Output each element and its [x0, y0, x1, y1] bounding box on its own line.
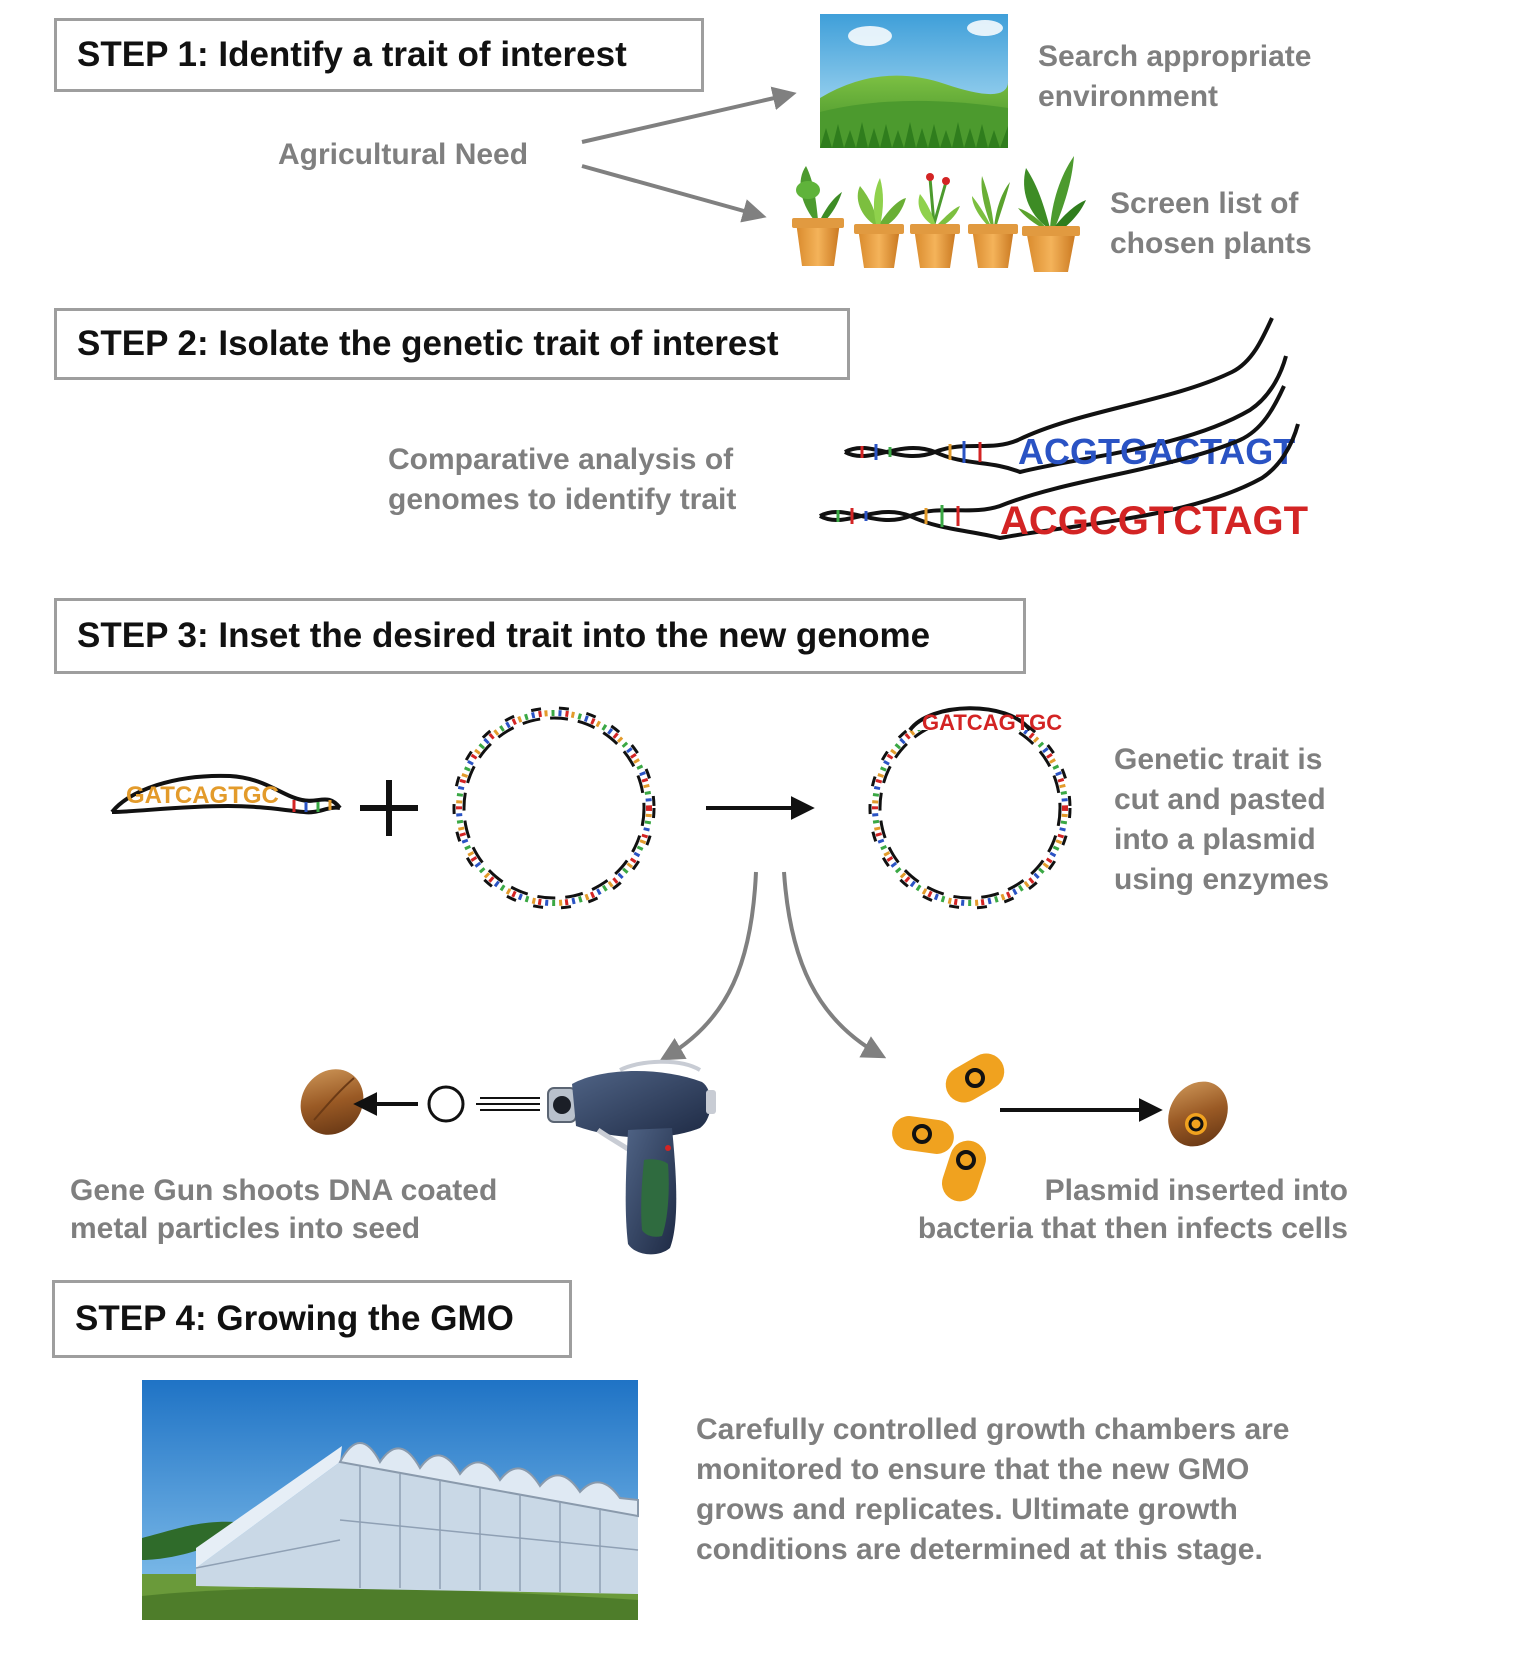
svg-text:GATCAGTGC: GATCAGTGC: [126, 782, 279, 809]
bacteria-description-label: Plasmid inserted into bacteria that then…: [917, 1174, 1348, 1245]
step2-title-box: STEP 2: Isolate the genetic trait of int…: [54, 308, 850, 380]
bacteria-icon-bottom: [941, 1140, 987, 1202]
bacteria-icon-left: [892, 1116, 954, 1154]
step1-title: STEP 1: Identify a trait of interest: [77, 35, 627, 74]
plus-icon: [360, 780, 418, 836]
landscape-picture: [820, 14, 1009, 148]
step4-title: STEP 4: Growing the GMO: [75, 1299, 514, 1338]
comparative-analysis-label: Comparative analysis of genomes to ident…: [388, 443, 737, 516]
plasmid-ring-recombinant: GATCAGTGC: [868, 706, 1072, 910]
environment-label: Search appropriate environment: [1038, 40, 1312, 113]
step1-title-box: STEP 1: Identify a trait of interest: [54, 18, 704, 92]
greenhouse-picture: [142, 1380, 639, 1620]
particle-trail: [476, 1097, 540, 1111]
sequence-bottom-letters: ACGCGTCTAGT: [1000, 499, 1308, 543]
seed-left-icon: [300, 1069, 364, 1135]
plasmid-description-label: Genetic trait is cut and pasted into a p…: [1114, 743, 1330, 896]
step3-title-box: STEP 3: Inset the desired trait into the…: [54, 598, 1026, 674]
plants-label: Screen list of chosen plants: [1110, 187, 1312, 260]
svg-text:GATCAGTGC: GATCAGTGC: [922, 710, 1062, 735]
growth-chamber-description-label: Carefully controlled growth chambers are…: [696, 1413, 1290, 1566]
step3-title: STEP 3: Inset the desired trait into the…: [77, 616, 931, 655]
potted-plants-picture: [792, 156, 1086, 272]
dna-strand-bottom: ACGCGTCTAGT: [819, 385, 1308, 543]
plasmid-ring-empty: [452, 706, 656, 910]
arrow-to-environment: [581, 86, 797, 144]
dna-strand-top: ACGTGACTAGT: [844, 317, 1295, 475]
gene-gun-icon: [547, 1059, 716, 1255]
metal-particle-icon: [427, 1085, 465, 1123]
seed-right-icon: [1168, 1081, 1228, 1147]
svg-text:ACGCGTCTAGT: ACGCGTCTAGT: [1000, 499, 1308, 543]
dna-fragment: GATCAGTGC: [110, 773, 342, 815]
step2-title: STEP 2: Isolate the genetic trait of int…: [77, 324, 779, 363]
arrow-to-gene-gun: [659, 871, 758, 1061]
arrow-to-bacteria: [782, 871, 887, 1059]
gene-gun-description-label: Gene Gun shoots DNA coated metal particl…: [70, 1174, 498, 1245]
step4-title-box: STEP 4: Growing the GMO: [52, 1280, 572, 1358]
bacteria-icon-top: [945, 1053, 1005, 1103]
arrow-to-plants: [581, 164, 767, 223]
agricultural-need-label: Agricultural Need: [278, 138, 529, 171]
